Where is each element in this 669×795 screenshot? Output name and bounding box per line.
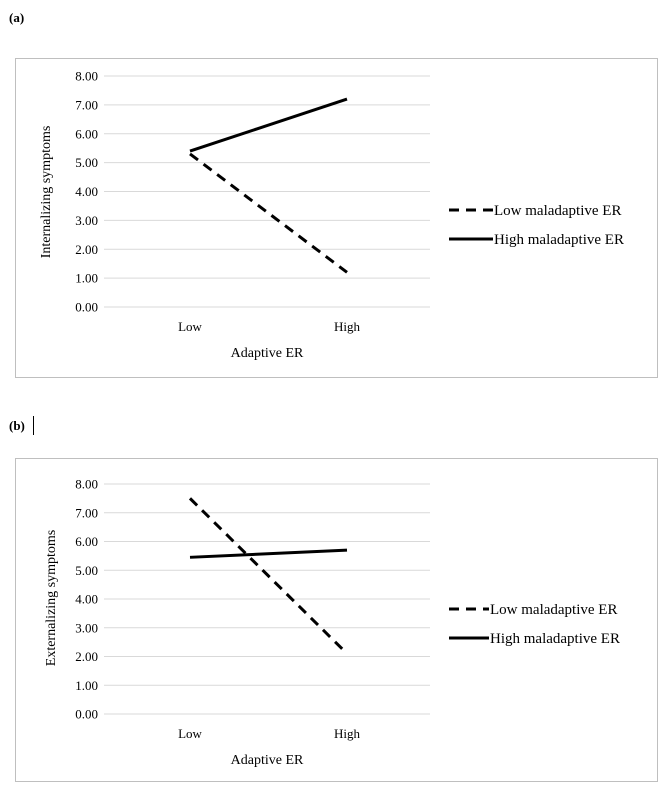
text-cursor [33, 416, 34, 435]
chart-b-ytick-label: 1.00 [75, 678, 98, 693]
chart-a-ytick-label: 5.00 [75, 155, 98, 170]
chart-a-series-line-low-maladaptive [189, 152, 348, 274]
chart-b-legend-label: Low maladaptive ER [490, 602, 617, 618]
chart-a-ytick-label: 2.00 [75, 242, 98, 257]
chart-a-ytick-label: 1.00 [75, 271, 98, 286]
chart-a-xtick-label: High [334, 319, 361, 334]
chart-b-ytick-label: 8.00 [75, 477, 98, 492]
chart-a-ytick-label: 4.00 [75, 184, 98, 199]
chart-b-series-line-low-maladaptive [188, 497, 349, 655]
chart-a-ytick-label: 3.00 [75, 213, 98, 228]
chart-a-ytick-label: 6.00 [75, 126, 98, 141]
chart-a-frame [15, 58, 658, 378]
chart-a-xtick-label: Low [178, 319, 202, 334]
chart-b-ytick-label: 0.00 [75, 707, 98, 722]
chart-a-legend-label: Low maladaptive ER [494, 203, 621, 219]
chart-b-ytick-label: 4.00 [75, 592, 98, 607]
chart-a-yaxis-title: Internalizing symptoms [39, 126, 54, 259]
chart-a-series-line-high-maladaptive [189, 97, 348, 153]
chart-a-ytick-label: 8.00 [75, 69, 98, 84]
chart-b-ytick-label: 3.00 [75, 620, 98, 635]
chart-a-xaxis-title: Adaptive ER [231, 346, 304, 361]
chart-b-ytick-label: 6.00 [75, 534, 98, 549]
chart-a-ytick-label: 0.00 [75, 300, 98, 315]
chart-a-legend-label: High maladaptive ER [494, 232, 624, 248]
chart-b-ytick-label: 7.00 [75, 505, 98, 520]
panel-label-a: (a) [9, 10, 25, 25]
chart-a-ytick-label: 7.00 [75, 97, 98, 112]
chart-b-frame [15, 458, 658, 782]
chart-b-yaxis-title: Externalizing symptoms [44, 530, 59, 666]
chart-b-xtick-label: Low [178, 726, 202, 741]
chart-b-xaxis-title: Adaptive ER [231, 753, 304, 768]
panel-label-b: (b) [9, 418, 25, 433]
chart-b-legend-label: High maladaptive ER [490, 631, 620, 647]
chart-b-ytick-label: 5.00 [75, 563, 98, 578]
chart-b-series-line-high-maladaptive [189, 548, 348, 559]
chart-b-xtick-label: High [334, 726, 361, 741]
chart-b-ytick-label: 2.00 [75, 649, 98, 664]
